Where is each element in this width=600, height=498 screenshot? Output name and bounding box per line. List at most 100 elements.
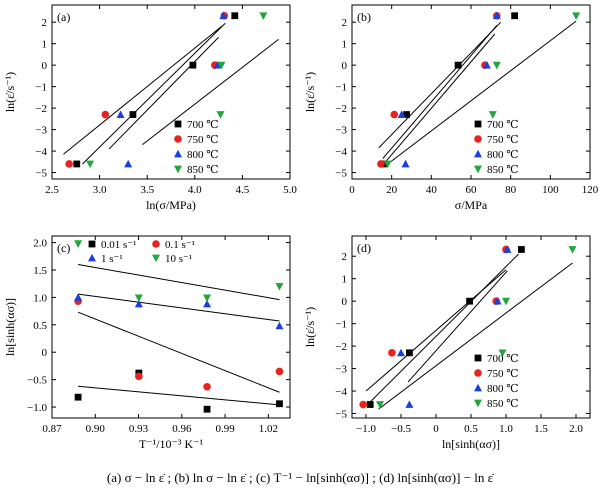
legend-marker (474, 399, 482, 408)
x-tick-label: 5.0 (283, 184, 297, 196)
data-point (216, 111, 225, 119)
x-tick-label: 0.87 (42, 423, 62, 435)
y-tick-label: −4 (35, 146, 47, 158)
y-tick-label: 0 (42, 60, 48, 72)
y-tick-label: −2 (335, 341, 347, 353)
y-tick-label: 2 (342, 251, 348, 263)
x-tick-label: −1.0 (356, 423, 376, 435)
x-tick-label: 0.93 (129, 423, 149, 435)
fit-line (82, 22, 226, 165)
x-axis-label: ln[sinh(ασ)] (442, 437, 500, 451)
data-point (366, 401, 374, 408)
fit-line (383, 33, 496, 165)
data-point (203, 382, 211, 391)
x-tick-label: 120 (582, 184, 599, 196)
y-tick-label: 1 (42, 39, 48, 51)
panel-label: (b) (357, 10, 371, 24)
x-tick-label: −0.5 (391, 423, 411, 435)
data-point (275, 283, 284, 291)
data-point (73, 160, 81, 168)
legend-marker (174, 165, 182, 174)
legend-label: 0.01 s⁻¹ (101, 239, 136, 251)
data-point (492, 61, 501, 70)
data-point (390, 110, 399, 119)
y-axis-label: ln[sinh(ασ)] (3, 298, 17, 356)
y-tick-label: −3 (335, 364, 347, 376)
data-point (405, 400, 414, 408)
legend-marker (174, 149, 182, 158)
legend-label: 800 ℃ (487, 383, 519, 395)
data-point (502, 297, 510, 306)
data-point (124, 159, 133, 168)
legend-label: 10 s⁻¹ (165, 253, 192, 265)
x-tick-label: 0.99 (215, 423, 235, 435)
fit-line (378, 21, 502, 149)
plot-frame (351, 235, 591, 419)
y-axis-label: ln(ε̇/s⁻¹) (303, 72, 317, 112)
data-point (488, 111, 497, 119)
data-point (568, 246, 577, 254)
data-point (275, 321, 284, 330)
data-point (74, 293, 83, 301)
data-point (454, 61, 462, 69)
data-point (74, 240, 83, 248)
data-point (189, 61, 197, 69)
fit-line (63, 26, 222, 155)
data-point (377, 160, 385, 168)
legend-label: 800 ℃ (487, 149, 519, 161)
fit-line (78, 293, 280, 322)
x-tick-label: 2.0 (569, 423, 583, 435)
y-tick-label: 1 (342, 39, 348, 51)
legend-label: 850 ℃ (487, 398, 519, 410)
data-point (383, 160, 392, 169)
y-axis-label: ln(ε̇/s⁻¹) (303, 307, 317, 347)
legend-label: 850 ℃ (187, 164, 219, 176)
data-point (397, 348, 405, 357)
panel-label: (a) (57, 10, 70, 24)
legend-marker (474, 165, 482, 174)
y-tick-label: −1 (335, 319, 347, 331)
data-point (116, 110, 125, 118)
x-tick-label: 0.96 (172, 423, 192, 435)
x-axis-label: ln(σ/MPa) (146, 198, 196, 212)
fit-line (78, 264, 280, 301)
y-tick-label: −5 (335, 168, 347, 180)
data-point (101, 110, 110, 119)
data-point (231, 12, 239, 20)
data-point (376, 401, 384, 409)
legend-marker (474, 135, 482, 143)
x-tick-label: 0 (349, 184, 355, 196)
y-tick-label: 1.5 (33, 265, 47, 277)
data-point (74, 393, 82, 401)
y-tick-label: 2 (42, 17, 48, 29)
data-point (129, 111, 137, 118)
data-point (259, 12, 268, 20)
data-point (482, 60, 491, 69)
y-tick-label: 2 (342, 17, 348, 29)
legend-marker (174, 120, 182, 128)
data-point (397, 110, 406, 118)
legend-marker (474, 120, 482, 128)
y-tick-label: 1 (342, 274, 348, 286)
legend-marker (474, 383, 482, 392)
fit-line (77, 311, 280, 393)
x-tick-label: 80 (505, 184, 517, 196)
y-tick-label: 1.0 (33, 292, 47, 304)
data-point (406, 349, 413, 357)
data-point (466, 297, 473, 305)
legend-label: 750 ℃ (187, 134, 219, 146)
y-tick-label: −5 (335, 409, 347, 421)
legend-label: 700 ℃ (187, 119, 219, 131)
x-tick-label: 40 (426, 184, 438, 196)
chart-panel-b: 0 20 40 60 80 100 120 −5 −4 −3 −2 −1 0 1 2 σ/MPa ln(ε̇/s… (303, 4, 599, 212)
chart-panel-c: 0.87 0.90 0.93 0.96 0.99 1.02 −1.0 −0.5 0 0.5 1.0 1… (3, 235, 291, 451)
fit-line (407, 270, 508, 383)
plot-frame (51, 4, 291, 180)
x-tick-label: 0.90 (86, 423, 106, 435)
data-point (518, 246, 525, 253)
fit-line (378, 262, 573, 410)
y-tick-label: 0 (342, 296, 348, 308)
x-tick-label: 1.02 (259, 423, 278, 435)
x-axis-label: σ/MPa (455, 198, 488, 212)
legend-label: 750 ℃ (487, 134, 519, 146)
